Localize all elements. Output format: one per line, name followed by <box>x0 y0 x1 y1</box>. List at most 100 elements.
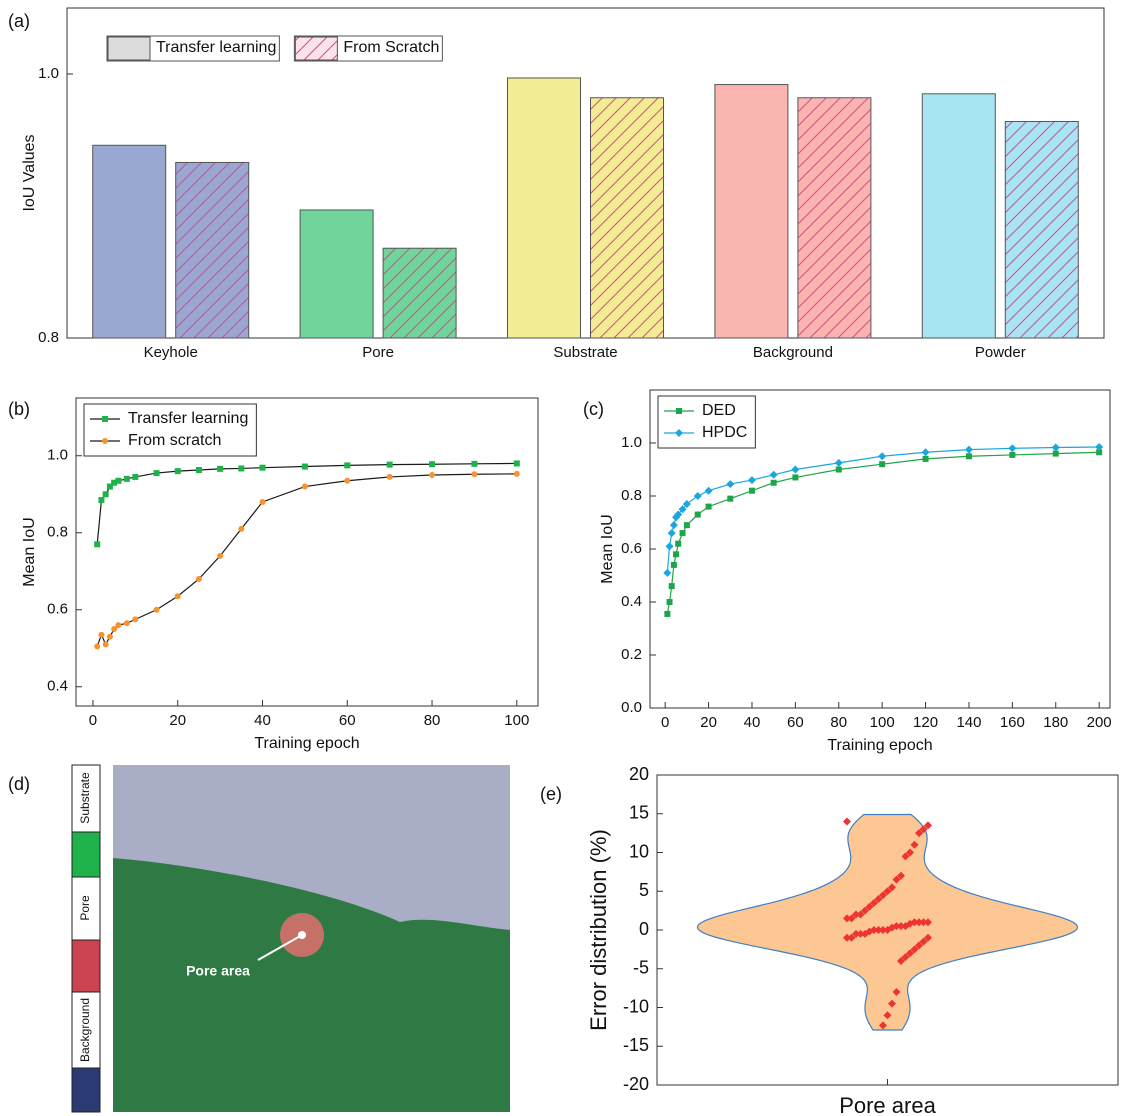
y-tick-label: 0.8 <box>38 329 59 346</box>
marker <box>1008 444 1016 452</box>
marker <box>115 478 121 484</box>
panel-label: (e) <box>540 784 562 804</box>
marker <box>676 408 682 414</box>
marker <box>668 529 676 537</box>
marker <box>98 497 104 503</box>
marker <box>94 541 100 547</box>
x-tick-label: 200 <box>1087 714 1112 731</box>
legend-label: HPDC <box>702 424 747 441</box>
legend-label: Pore <box>78 895 92 921</box>
y-tick-label: 10 <box>629 841 649 861</box>
y-tick-label: 1.0 <box>621 434 642 451</box>
marker <box>102 438 108 444</box>
marker <box>429 461 435 467</box>
marker <box>154 470 160 476</box>
y-tick-label: 0.2 <box>621 646 642 663</box>
legend-swatch <box>72 940 100 992</box>
x-tick-label: Keyhole <box>144 344 198 361</box>
legend: Transfer learning From scratch <box>84 404 256 456</box>
annotation: Pore area <box>186 963 250 979</box>
x-tick-label: 80 <box>830 714 847 731</box>
legend-label: Substrate <box>78 772 92 824</box>
x-tick-label: 100 <box>870 714 895 731</box>
x-tick-label: 160 <box>1000 714 1025 731</box>
x-axis-label: Training epoch <box>254 735 359 752</box>
panel-label: (c) <box>583 399 604 419</box>
x-tick-label: 180 <box>1043 714 1068 731</box>
marker <box>175 593 181 599</box>
marker <box>673 551 679 557</box>
x-tick-label: Substrate <box>553 344 617 361</box>
y-tick-label: -10 <box>623 996 649 1016</box>
marker <box>259 499 265 505</box>
marker <box>471 471 477 477</box>
marker <box>94 643 100 649</box>
point <box>843 818 851 826</box>
marker <box>727 496 733 502</box>
y-tick-label: 0.8 <box>47 524 68 541</box>
panel-d: (d) Substrate Pore Background Pore area <box>8 765 510 1112</box>
legend-label: Transfer learning <box>128 410 248 427</box>
legend-swatch <box>295 37 337 60</box>
x-tick-label: 60 <box>339 712 356 729</box>
marker <box>965 446 973 454</box>
marker <box>387 462 393 468</box>
marker <box>344 478 350 484</box>
marker <box>302 464 308 470</box>
marker <box>966 453 972 459</box>
y-tick-label: 0.6 <box>621 540 642 557</box>
marker <box>923 456 929 462</box>
y-tick-label: 1.0 <box>47 447 68 464</box>
marker <box>154 607 160 613</box>
marker <box>922 448 930 456</box>
y-tick-label: -5 <box>633 958 649 978</box>
line <box>667 452 1099 614</box>
marker <box>196 467 202 473</box>
marker <box>675 541 681 547</box>
x-tick-label: 140 <box>956 714 981 731</box>
marker <box>669 583 675 589</box>
y-tick-label: 20 <box>629 764 649 784</box>
marker <box>670 521 678 529</box>
y-tick-label: 15 <box>629 803 649 823</box>
x-axis-label: Training epoch <box>827 737 932 754</box>
legend-label: DED <box>702 402 736 419</box>
marker <box>680 530 686 536</box>
marker <box>666 542 674 550</box>
marker <box>671 562 677 568</box>
marker <box>770 471 778 479</box>
marker <box>471 461 477 467</box>
marker <box>98 632 104 638</box>
legend-swatch <box>72 832 100 877</box>
marker <box>302 484 308 490</box>
x-tick-label: 20 <box>700 714 717 731</box>
bar <box>176 162 249 338</box>
marker <box>238 465 244 471</box>
marker <box>667 599 673 605</box>
bar <box>715 85 788 338</box>
marker <box>836 467 842 473</box>
marker <box>663 569 671 577</box>
marker <box>791 466 799 474</box>
x-tick-label: 0 <box>89 712 97 729</box>
marker <box>749 488 755 494</box>
legend-label: Transfer learning <box>156 39 276 56</box>
marker <box>115 622 121 628</box>
x-tick-label: 40 <box>254 712 271 729</box>
y-tick-label: 0.4 <box>47 678 68 695</box>
bar <box>300 210 373 338</box>
x-tick-label: Background <box>753 344 833 361</box>
x-tick-label: 60 <box>787 714 804 731</box>
x-tick-label: 120 <box>913 714 938 731</box>
marker <box>196 576 202 582</box>
marker <box>124 620 130 626</box>
marker <box>103 491 109 497</box>
line <box>97 463 517 544</box>
marker <box>684 522 690 528</box>
marker <box>694 492 702 500</box>
x-tick-label: 0 <box>661 714 669 731</box>
marker <box>429 472 435 478</box>
legend-label: From scratch <box>128 432 221 449</box>
marker <box>124 476 130 482</box>
marker <box>664 611 670 617</box>
